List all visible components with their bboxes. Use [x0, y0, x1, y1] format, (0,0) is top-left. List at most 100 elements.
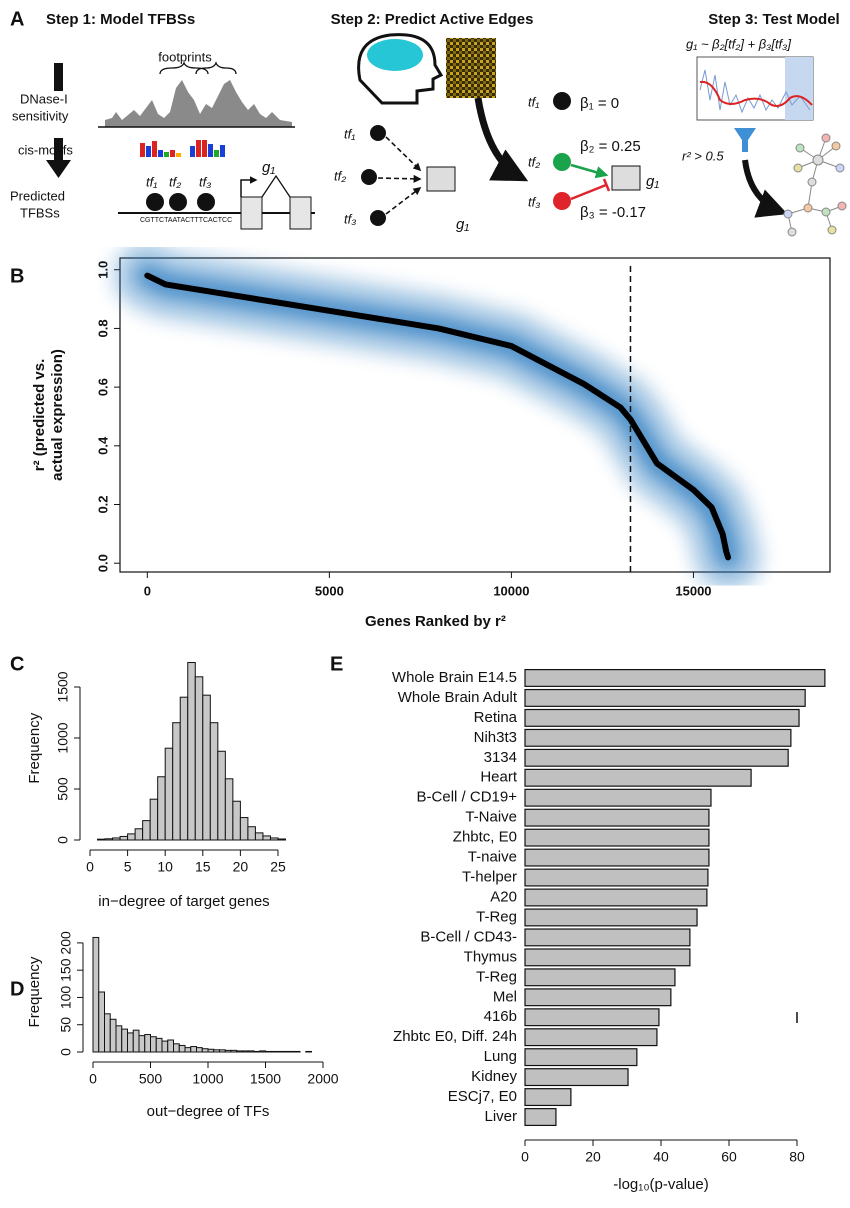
histogram-bar [97, 838, 106, 841]
plot-frame [119, 257, 831, 573]
x-tick-label: 15000 [675, 583, 711, 598]
histogram-bar [164, 747, 174, 841]
footprints-label: footprints [158, 49, 212, 64]
step-label: cis-motifs [18, 142, 73, 157]
histogram-bar [121, 1028, 128, 1053]
y-tick-label: 0 [55, 836, 71, 844]
histogram-bar [209, 722, 219, 841]
histogram-bar [161, 1040, 169, 1053]
histogram-bar [282, 1050, 289, 1053]
y-axis-label: Frequency [26, 712, 43, 783]
gene-box [426, 166, 456, 192]
y-tick-label: 500 [55, 777, 71, 801]
fit-line [699, 80, 813, 107]
histogram-bar [230, 1049, 238, 1053]
bar [524, 1008, 660, 1027]
histogram-bar [92, 936, 100, 1053]
x-axis-label: out−degree of TFs [147, 1103, 270, 1120]
histogram-bar [144, 1034, 151, 1053]
histogram-bar [270, 1050, 278, 1053]
category-label: Whole Brain Adult [398, 689, 518, 706]
flow-bar [54, 63, 63, 91]
tf-label: tf₂ [169, 174, 181, 189]
histogram-bar [196, 1047, 203, 1053]
bar [524, 1048, 638, 1067]
big-arrow [474, 97, 529, 182]
panel-label: A [10, 8, 24, 30]
category-label: Mel [493, 988, 517, 1005]
tf-label: tf₁ [528, 94, 539, 109]
tf-label: tf₂ [528, 154, 540, 169]
histogram-bar [202, 694, 211, 841]
big-arrow [742, 159, 788, 218]
y-tick-label: 1500 [55, 671, 71, 702]
category-label: 416b [484, 1008, 517, 1025]
x-tick-label: 5000 [315, 583, 344, 598]
tf-label: tf₂ [334, 168, 346, 183]
category-label: Nih3t3 [474, 729, 517, 746]
x-axis-label: Genes Ranked by r² [365, 613, 506, 630]
density [112, 240, 764, 593]
step-label: sensitivity [12, 108, 69, 123]
y-tick-label: 0 [58, 1048, 74, 1056]
histogram-bar [224, 1049, 232, 1053]
ranked-line [144, 272, 732, 561]
network [783, 133, 847, 237]
histogram-bar [187, 662, 196, 841]
panel-label: C [10, 653, 24, 675]
step-label: Predicted [10, 188, 65, 203]
sequence: CGTTCTAATACTTTCACTCC [140, 217, 232, 224]
bar [524, 908, 698, 927]
x-axis-label: -log₁₀(p-value) [613, 1176, 709, 1193]
y-tick-label: 0.8 [95, 319, 110, 337]
x-tick-label: 15 [195, 859, 211, 875]
category-label: A20 [490, 888, 517, 905]
category-label: B-Cell / CD19+ [417, 789, 518, 806]
category-label: Zhbtc, E0 [453, 829, 517, 846]
histogram-bar [184, 1047, 192, 1053]
histogram-bar [104, 1013, 111, 1053]
bar [524, 728, 792, 747]
category-label: Thymus [464, 948, 517, 965]
step-title: Step 1: Model TFBSs [46, 11, 195, 28]
category-label: 3134 [484, 749, 517, 766]
expression-heatmap [446, 38, 496, 98]
x-tick-label: 80 [789, 1149, 805, 1165]
bar [524, 928, 691, 947]
histogram-bar [115, 1025, 123, 1053]
y-tick-label: 50 [58, 1017, 74, 1033]
histogram-bar [149, 798, 159, 841]
x-tick-label: 20 [585, 1149, 601, 1165]
x-tick-label: 1000 [192, 1071, 223, 1087]
edge [570, 178, 611, 201]
y-axis-label: actual expression) [49, 349, 66, 481]
bar [524, 1108, 557, 1127]
category-label: Liver [484, 1108, 517, 1125]
histogram-bar [173, 1043, 180, 1053]
bar [524, 848, 710, 867]
tss-arrow [240, 176, 258, 197]
gene-label: g₁ [456, 216, 469, 233]
histogram-bar [217, 750, 226, 841]
bar [524, 1028, 658, 1047]
gene-label: g₁ [262, 159, 275, 176]
histogram-bar [132, 1029, 140, 1053]
category-label: T-naive [468, 849, 517, 866]
histogram-bar [127, 833, 136, 841]
histogram-bar [194, 676, 204, 841]
x-tick-label: 60 [721, 1149, 737, 1165]
y-tick-label: 0.2 [95, 495, 110, 513]
panel-a: A Step 1: Model TFBSs footprints DNase-I… [10, 8, 847, 237]
tf-label: tf₁ [344, 126, 355, 141]
tf-label: tf₃ [528, 194, 540, 209]
histogram-bar [119, 835, 129, 841]
category-label: T-Naive [465, 809, 517, 826]
histogram-bar [269, 837, 279, 841]
beta-label: β₃ = -0.17 [580, 204, 646, 221]
histogram-bar [265, 1050, 272, 1053]
category-label: Retina [474, 709, 518, 726]
bar [524, 788, 712, 807]
bar [524, 968, 676, 987]
y-tick-label: 1000 [55, 722, 71, 753]
